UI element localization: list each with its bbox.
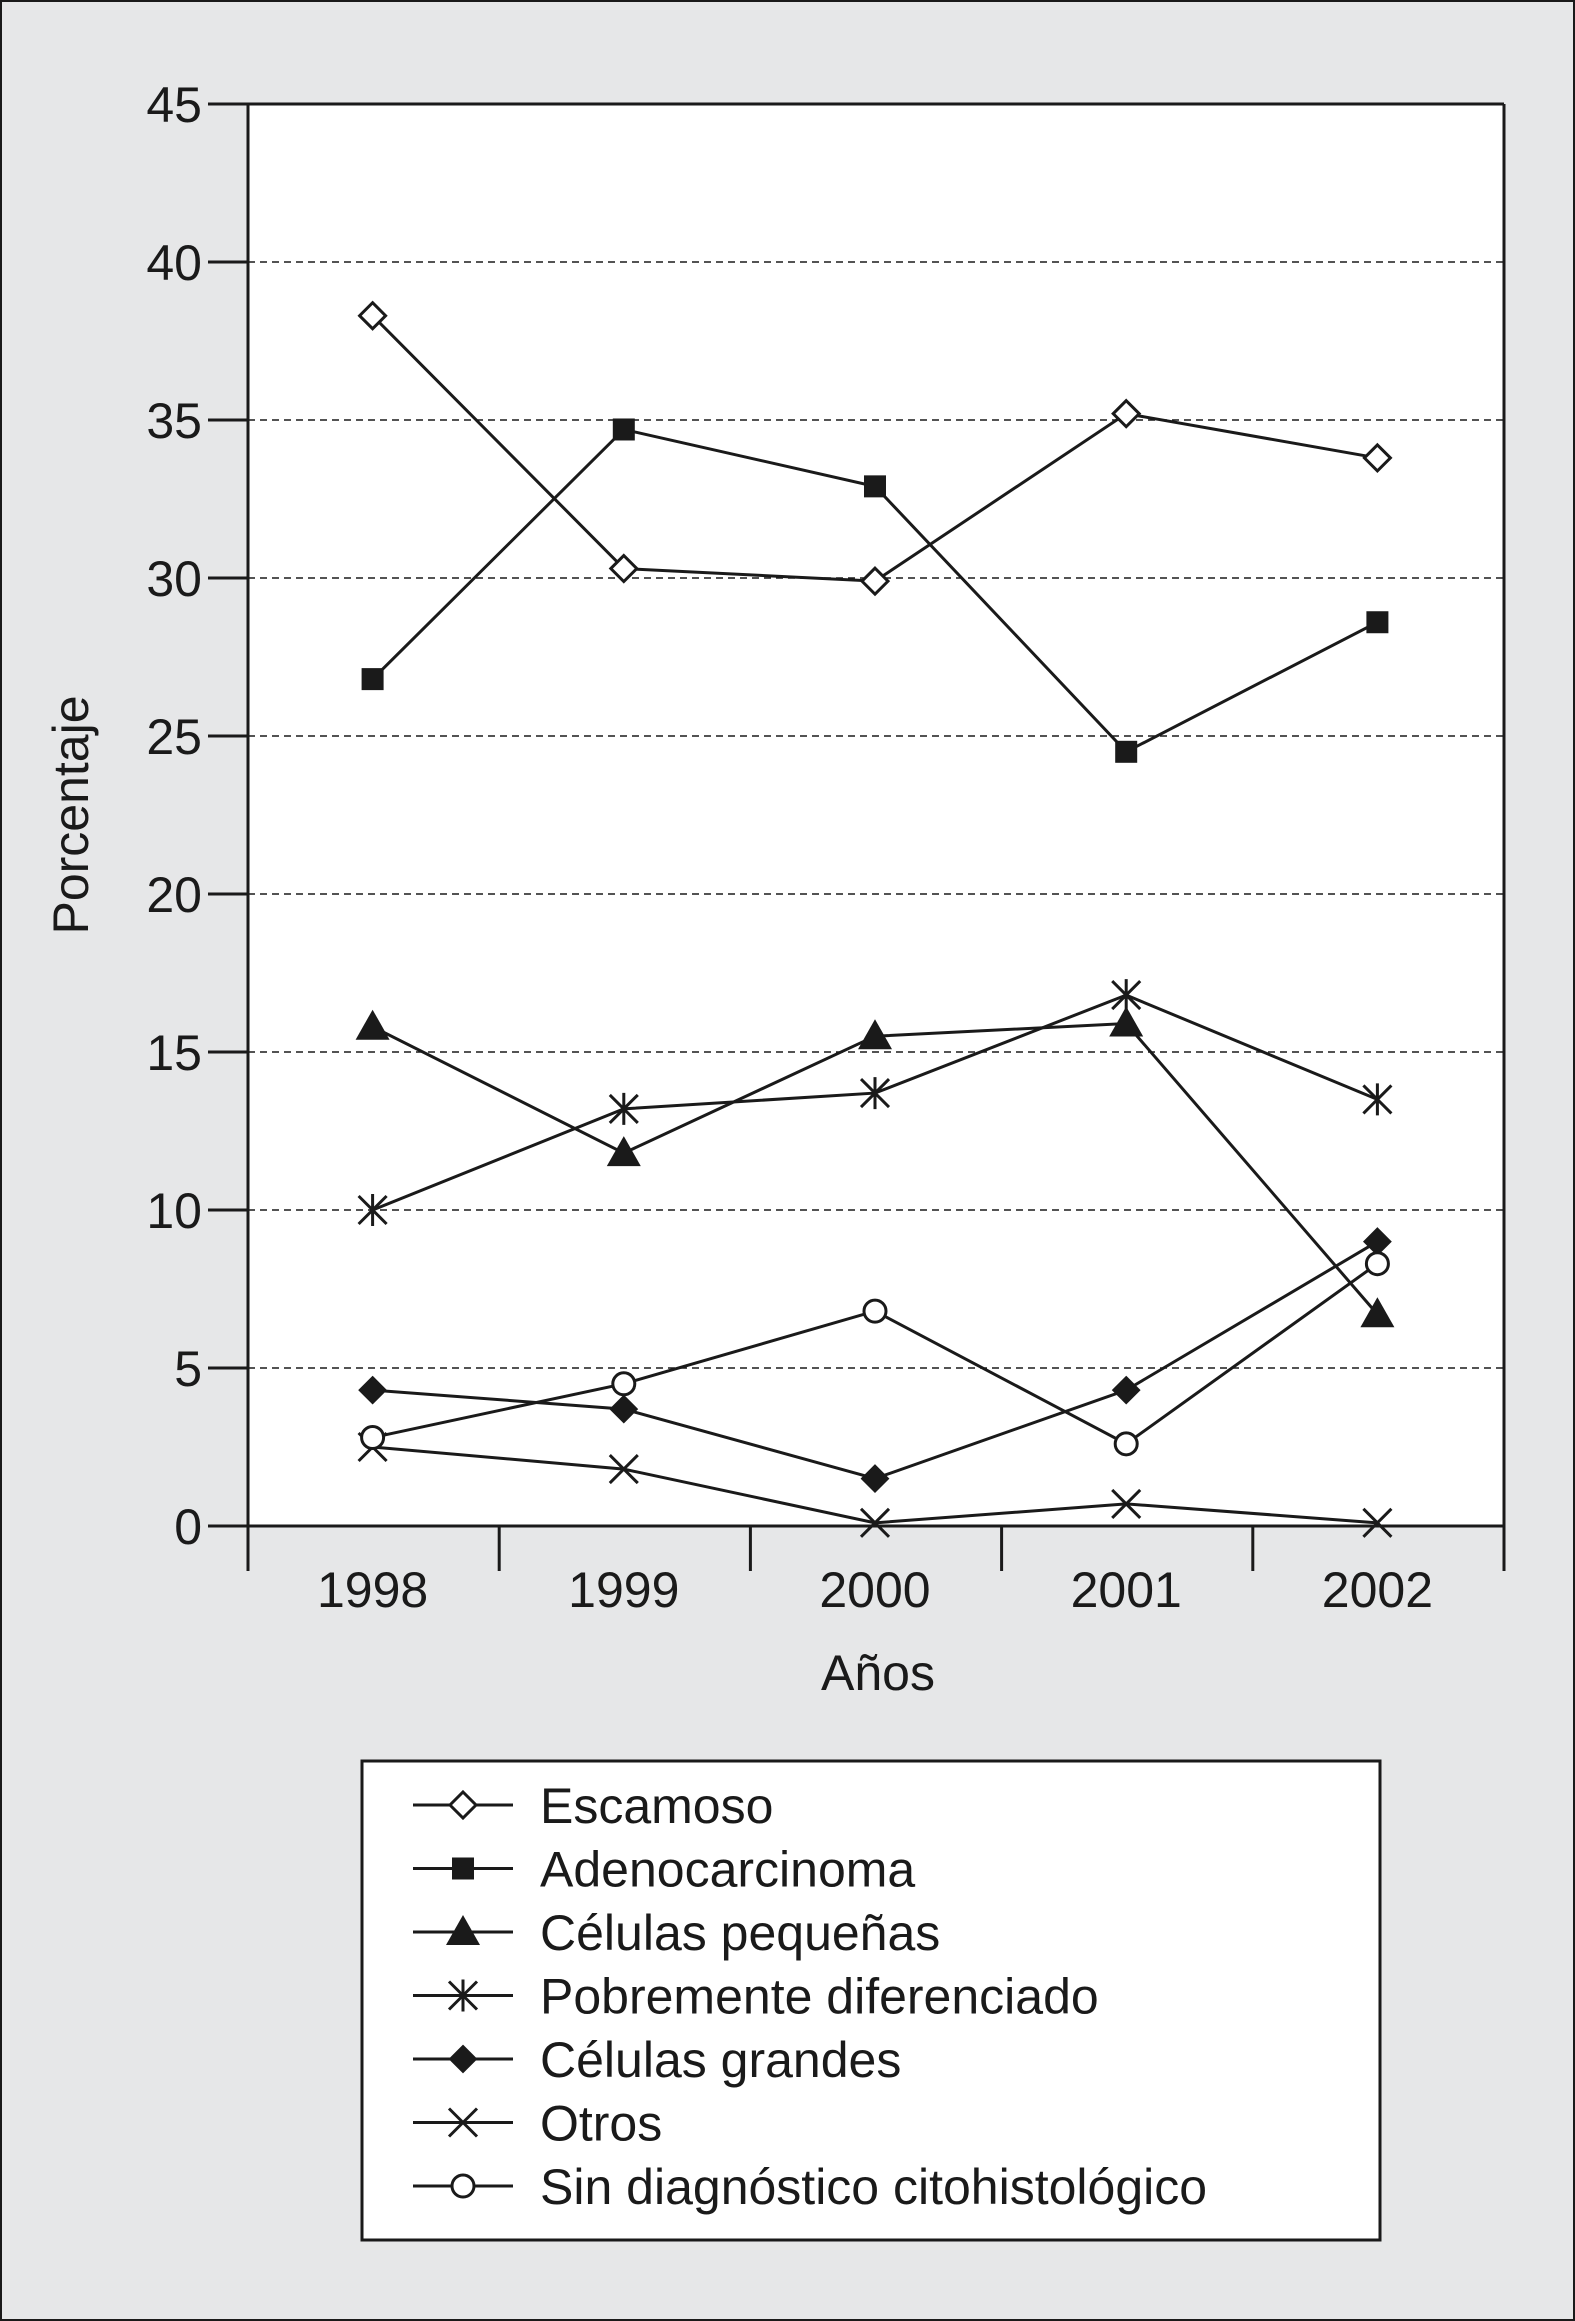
legend-entry: Otros [413,2096,662,2152]
y-tick-label: 45 [146,77,202,133]
data-point [608,1092,639,1125]
data-point [864,475,886,498]
data-point [447,2107,479,2138]
y-axis-ticks: 0 5 10 15 20 25 30 35 40 45 [146,77,248,1555]
data-point [1362,1083,1393,1116]
legend-entry: Sin diagnóstico citohistológico [413,2159,1207,2215]
data-point [358,1375,388,1405]
legend-entry: Pobremente diferenciado [413,1969,1099,2025]
legend: Escamoso Adenocarcinoma Células pequeñas Po… [413,1778,1207,2215]
data-point [450,2173,476,2199]
y-tick-label: 15 [146,1025,202,1081]
data-point [1362,1507,1393,1538]
legend-entry: Células pequeñas [413,1905,940,1961]
data-point [361,668,384,691]
data-point [448,2044,478,2074]
y-tick-label: 40 [146,235,202,291]
legend-label: Otros [540,2096,662,2152]
data-point [860,1464,890,1494]
data-point [859,1077,891,1110]
data-point [611,1371,637,1397]
data-point [1115,740,1138,763]
data-point [1109,1006,1144,1037]
series-adenocarcinoma [361,418,1389,763]
data-point [859,1507,891,1538]
data-point [447,1789,479,1821]
axes [246,102,1506,1571]
y-tick-label: 30 [146,551,202,607]
x-tick-label: 2002 [1322,1562,1433,1618]
series-layer [355,300,1395,1538]
x-axis-ticks: 1998 1999 2000 2001 2002 [317,1526,1506,1618]
data-point [452,1857,474,1880]
legend-label: Células grandes [540,2032,901,2088]
data-point [858,1019,892,1050]
y-tick-label: 35 [146,393,202,449]
y-tick-label: 20 [146,867,202,923]
data-point [357,1194,388,1226]
series-pobremente-diferenciado [357,979,1393,1226]
data-point [1362,442,1393,474]
x-tick-label: 2001 [1071,1562,1182,1618]
data-point [608,1454,639,1485]
y-axis-title: Porcentaje [43,695,99,934]
legend-label: Escamoso [540,1778,773,1834]
legend-label: Pobremente diferenciado [540,1969,1099,2025]
x-axis-title: Años [821,1645,935,1701]
y-tick-label: 0 [174,1499,202,1555]
data-point [1364,1251,1390,1277]
data-point [1360,1297,1395,1328]
legend-entry: Escamoso [413,1778,773,1834]
y-tick-label: 10 [146,1183,202,1239]
data-point [357,300,388,331]
data-point [1111,1375,1141,1405]
x-tick-label: 2000 [819,1562,930,1618]
legend-entry: Adenocarcinoma [413,1842,915,1898]
series-sin-diagn-stico-citohistol-gico [360,1251,1390,1457]
y-tick-label: 25 [146,709,202,765]
x-tick-label: 1999 [568,1562,679,1618]
legend-label: Adenocarcinoma [540,1842,915,1898]
legend-box [360,1759,1382,2242]
data-point [1111,398,1142,429]
data-point [1111,1488,1142,1519]
data-point [447,1979,479,2012]
data-point [608,553,639,584]
legend-label: Sin diagnóstico citohistológico [540,2159,1207,2215]
x-tick-label: 1998 [317,1562,428,1618]
data-point [862,1298,888,1324]
data-point [1111,979,1142,1012]
data-point [360,1425,386,1451]
data-point [446,1915,480,1945]
series-c-lulas-peque-as [355,1006,1395,1328]
legend-label: Células pequeñas [540,1905,940,1961]
data-point [1366,611,1389,634]
data-point [859,566,891,597]
data-point [1113,1431,1139,1457]
legend-entry: Células grandes [413,2032,901,2088]
data-point [606,1136,641,1167]
data-point [612,418,635,441]
series-escamoso [357,300,1393,597]
y-tick-label: 5 [174,1341,202,1397]
data-point [609,1394,639,1424]
data-point [355,1009,390,1040]
